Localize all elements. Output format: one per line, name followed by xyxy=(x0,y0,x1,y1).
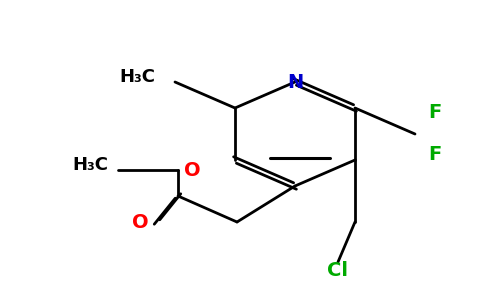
Text: N: N xyxy=(287,73,303,92)
Text: F: F xyxy=(428,103,441,122)
Text: O: O xyxy=(184,160,201,179)
Text: Cl: Cl xyxy=(328,260,348,280)
Text: H₃C: H₃C xyxy=(119,68,155,86)
Text: H₃C: H₃C xyxy=(72,156,108,174)
Text: O: O xyxy=(133,212,149,232)
Text: F: F xyxy=(428,146,441,164)
